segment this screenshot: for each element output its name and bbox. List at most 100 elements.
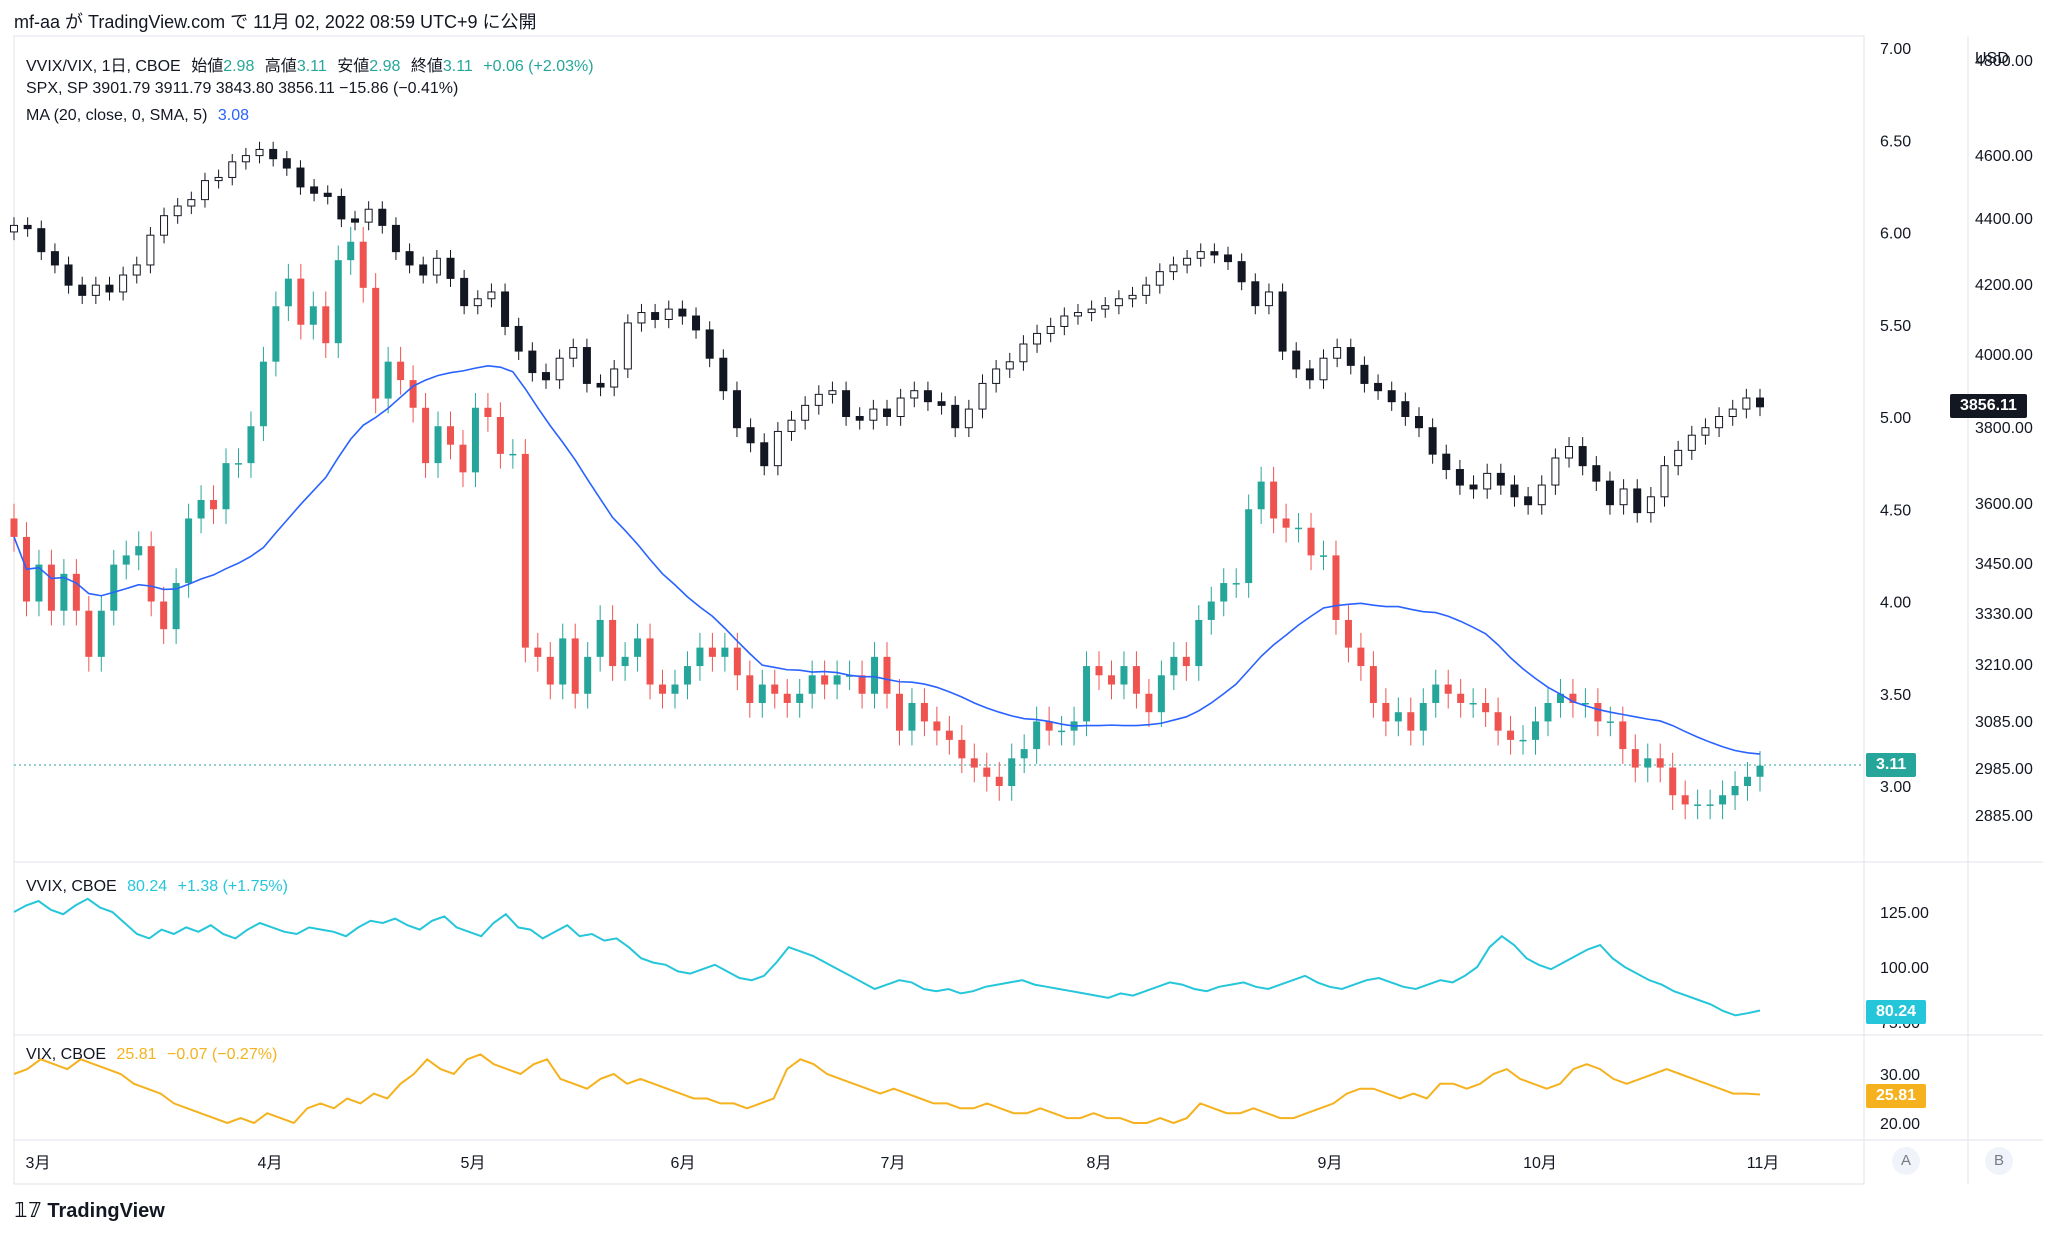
ratio-candle (1594, 702, 1602, 722)
vix-line (13, 1053, 1761, 1125)
spx-candle (514, 325, 523, 352)
ratio-candle (771, 684, 779, 694)
spx-candle (1087, 308, 1096, 314)
ratio-candle (733, 647, 741, 676)
spx-candle (1224, 254, 1233, 263)
vvix-value: 80.24 (127, 878, 168, 895)
ratio-candle (1432, 684, 1440, 703)
ratio-candle (571, 638, 579, 694)
ratio-candle (1132, 666, 1140, 694)
spx-candle (623, 322, 632, 370)
ratio-candle (1120, 666, 1128, 685)
ratio-candle (746, 675, 754, 703)
ratio-candle (1058, 730, 1066, 733)
spx-candle (869, 408, 878, 421)
spx-candle (1142, 284, 1151, 296)
usd-tick-label: 3800.00 (1975, 420, 2033, 437)
log-scale-button[interactable]: B (1985, 1147, 2013, 1175)
auto-scale-button[interactable]: A (1892, 1147, 1920, 1175)
spx-candle (664, 308, 673, 320)
ratio-candle (1008, 758, 1016, 786)
ratio-candle (484, 407, 492, 417)
ratio-candle (970, 758, 978, 768)
spx-candle (1305, 368, 1314, 381)
low-label: 安値 (337, 58, 370, 75)
spx-candle (1196, 251, 1205, 259)
ratio-tick-label: 5.50 (1880, 318, 1911, 335)
vix-legend[interactable]: VIX, CBOE 25.81 −0.07 (−0.27%) (26, 1046, 283, 1064)
vvix-line (13, 897, 1761, 1017)
vvix-change: +1.38 (+1.75%) (177, 878, 288, 895)
spx-candle (200, 180, 209, 201)
ratio-legend[interactable]: VVIX/VIX, 1日, CBOE 始値2.98 高値3.11 安値2.98 … (26, 52, 600, 76)
ratio-candle (1257, 481, 1265, 510)
ratio-candle (1344, 619, 1352, 648)
ratio-candle (397, 361, 405, 381)
spx-candle (1033, 332, 1042, 345)
spx-candle (323, 192, 332, 197)
ratio-candle (297, 278, 305, 325)
month-tick-label: 3月 (26, 1155, 51, 1172)
ratio-candle (521, 453, 529, 648)
ratio-candle (197, 500, 205, 519)
ratio-candle (272, 306, 280, 362)
spx-candle (1646, 496, 1655, 514)
spx-candle (1619, 488, 1628, 506)
ma-legend[interactable]: MA (20, close, 0, SMA, 5) 3.08 (26, 107, 255, 125)
ratio-candle (546, 656, 554, 685)
spx-candle (1633, 488, 1642, 514)
spx-candle (1046, 325, 1055, 334)
spx-candle (1292, 350, 1301, 370)
ratio-candle (147, 546, 155, 602)
spx-candle (923, 390, 932, 403)
spx-legend[interactable]: SPX, SP 3901.79 3911.79 3843.80 3856.11 … (26, 80, 464, 98)
ratio-candle (1569, 693, 1577, 703)
site-name[interactable]: TradingView.com (88, 12, 226, 32)
ratio-candle (646, 638, 654, 685)
spx-candle (1496, 472, 1505, 486)
low-value: 2.98 (369, 58, 401, 75)
tradingview-logo[interactable]: 𝟙𝟟 TradingView (14, 1198, 165, 1223)
vvix-legend[interactable]: VVIX, CBOE 80.24 +1.38 (+1.75%) (26, 878, 294, 896)
spx-candle (91, 284, 100, 296)
ratio-candle (958, 739, 966, 759)
usd-tick-label: 3330.00 (1975, 606, 2033, 623)
ratio-candle (1519, 739, 1527, 742)
ratio-candle (1482, 702, 1490, 713)
ratio-candle (708, 647, 716, 657)
spx-candle (1510, 484, 1519, 498)
ratio-candle (322, 306, 330, 344)
ratio-candle (1494, 712, 1502, 731)
spx-candle (446, 257, 455, 279)
ratio-candle (1107, 675, 1115, 685)
spx-candle (173, 205, 182, 217)
spx-candle (419, 264, 428, 276)
usd-tick-label: 4000.00 (1975, 347, 2033, 364)
change-value: +0.06 (+2.03%) (483, 58, 594, 75)
vvix-tick-label: 100.00 (1880, 960, 1929, 977)
spx-candle (814, 393, 823, 406)
vix-title: VIX, CBOE (26, 1046, 107, 1063)
spx-candle (214, 176, 223, 182)
ratio-candle (696, 647, 704, 667)
author-name[interactable]: mf-aa (14, 12, 61, 32)
ratio-candle (509, 453, 517, 456)
spx-candle (241, 155, 250, 163)
usd-tick-label: 4800.00 (1975, 53, 2033, 70)
ratio-candle (47, 564, 55, 611)
ratio-candle (758, 684, 766, 703)
spx-candle (569, 347, 578, 359)
spx-candle (732, 390, 741, 429)
spx-candle (37, 228, 46, 253)
ratio-candle (409, 380, 417, 408)
ratio-candle (659, 684, 667, 694)
ratio-candle (1756, 765, 1764, 777)
ratio-candle (459, 444, 467, 473)
ratio-candle (1457, 693, 1465, 703)
spx-candle (1428, 427, 1437, 455)
ratio-candle (1033, 721, 1041, 750)
ratio-candle (372, 287, 380, 399)
spx-candle (337, 195, 346, 220)
ratio-price-badge: 3.11 (1866, 753, 1917, 777)
